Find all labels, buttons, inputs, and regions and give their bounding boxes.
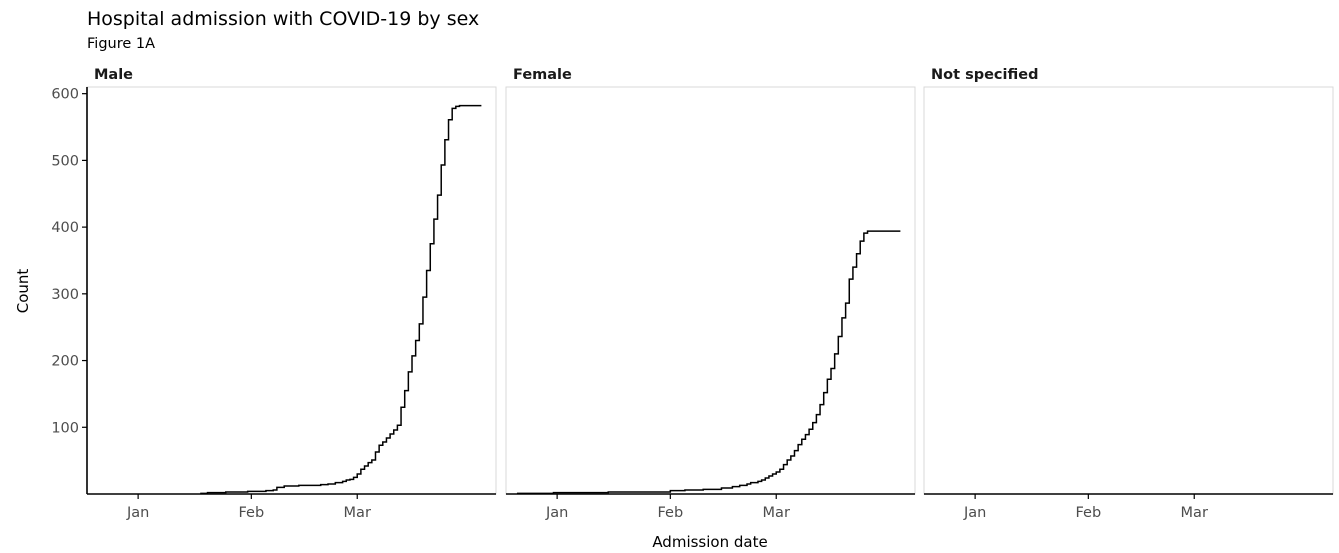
panel-border bbox=[86, 86, 497, 495]
y-tick-label: 200 bbox=[51, 354, 79, 370]
y-tick-label: 500 bbox=[51, 153, 79, 169]
facet-strip-label: Male bbox=[94, 67, 133, 83]
x-tick-label: Jan bbox=[545, 505, 568, 521]
x-tick-label: Jan bbox=[963, 505, 986, 521]
facet-panel-0: Male Jan Feb Mar 100 200 300 400 500 600 bbox=[51, 67, 497, 521]
chart-title: Hospital admission with COVID-19 by sex bbox=[87, 8, 479, 30]
facet-panel-1: Female Jan Feb Mar bbox=[505, 67, 916, 521]
series-line-female bbox=[516, 230, 901, 495]
y-tick-label: 400 bbox=[51, 220, 79, 236]
panel-border bbox=[505, 86, 916, 495]
y-tick-label: 100 bbox=[51, 420, 79, 436]
chart-subtitle: Figure 1A bbox=[87, 36, 155, 52]
facet-panels: Male Jan Feb Mar 100 200 300 400 500 600 Female Jan… bbox=[51, 67, 1334, 521]
facet-strip-label: Female bbox=[513, 67, 572, 83]
x-tick-label: Feb bbox=[238, 505, 264, 521]
y-tick-label: 300 bbox=[51, 287, 79, 303]
x-axis-title: Admission date bbox=[652, 533, 767, 551]
y-tick-label: 600 bbox=[51, 87, 79, 103]
x-tick-label: Mar bbox=[1181, 505, 1208, 521]
facet-strip-label: Not specified bbox=[931, 67, 1038, 83]
facet-panel-2: Not specified Jan Feb Mar bbox=[923, 67, 1334, 521]
x-tick-label: Mar bbox=[763, 505, 790, 521]
y-axis-title: Count bbox=[14, 269, 32, 314]
x-tick-label: Feb bbox=[1075, 505, 1101, 521]
x-tick-label: Feb bbox=[657, 505, 683, 521]
x-tick-label: Jan bbox=[126, 505, 149, 521]
x-tick-label: Mar bbox=[344, 505, 371, 521]
series-line-male bbox=[200, 104, 482, 495]
panel-border bbox=[923, 86, 1334, 495]
